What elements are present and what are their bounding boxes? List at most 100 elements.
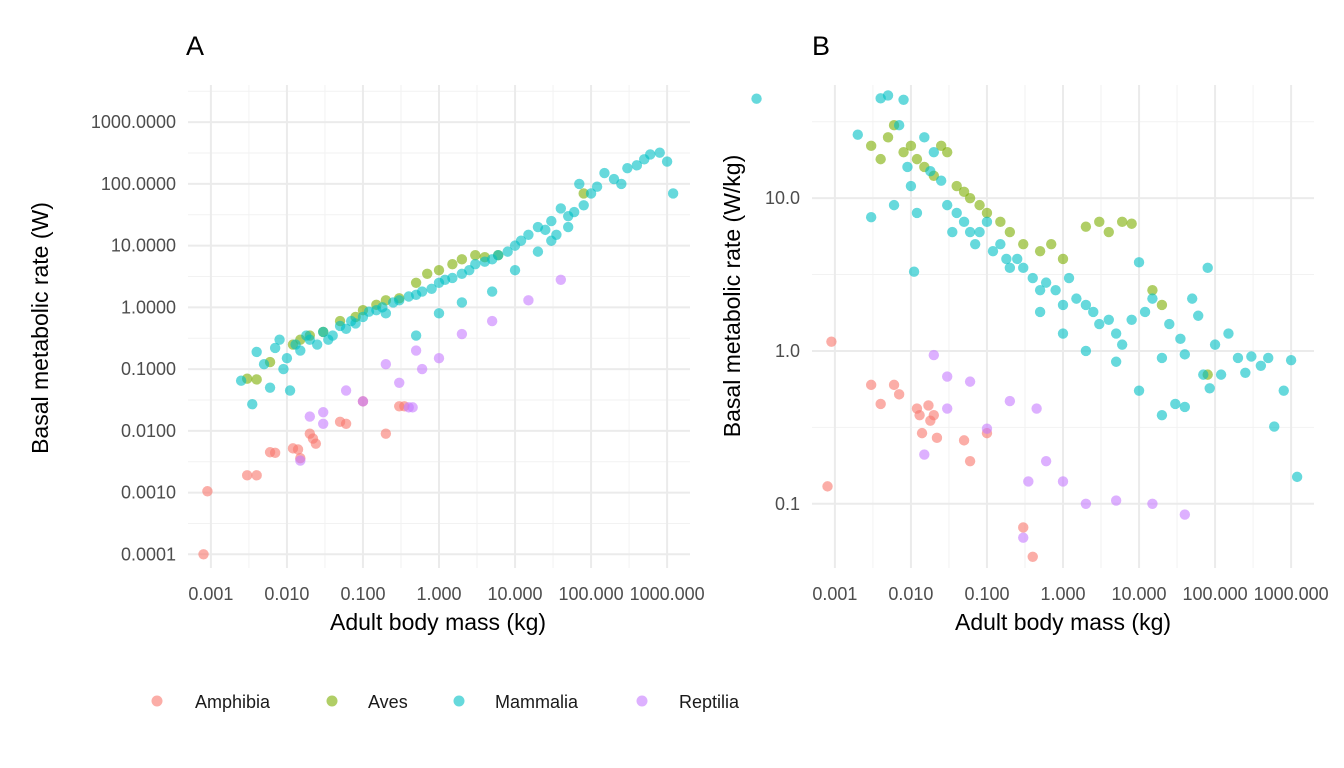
legend-key-mammalia (453, 695, 465, 707)
legend-key-aves (326, 695, 338, 707)
point-mammalia (1133, 385, 1145, 396)
x-tick-label: 1.000 (1040, 584, 1085, 604)
legend-label-amphibia: Amphibia (195, 692, 271, 712)
point-mammalia (278, 363, 289, 375)
point-reptilia (1179, 509, 1191, 520)
point-amphibia (931, 432, 943, 444)
point-mammalia (1080, 345, 1092, 357)
panel-a-points (198, 93, 762, 560)
y-tick-label: 0.0001 (121, 544, 176, 564)
point-mammalia (1263, 352, 1274, 364)
point-reptilia (416, 363, 428, 375)
point-mammalia (1094, 318, 1105, 330)
panel-b-x-axis-title: Adult body mass (kg) (955, 609, 1171, 635)
point-aves (898, 146, 909, 158)
point-reptilia (357, 396, 369, 407)
panel-b-y-axis-title: Basal metabolic rate (W/kg) (719, 155, 745, 437)
y-tick-label: 100.0000 (101, 174, 176, 194)
point-mammalia (654, 147, 665, 158)
point-mammalia (667, 188, 679, 199)
point-reptilia (523, 295, 534, 306)
point-mammalia (578, 200, 589, 211)
point-mammalia (1209, 339, 1221, 350)
point-amphibia (958, 435, 970, 446)
point-mammalia (433, 308, 445, 319)
point-mammalia (304, 334, 316, 345)
point-mammalia (898, 94, 909, 106)
point-mammalia (532, 246, 544, 257)
point-mammalia (1110, 328, 1122, 339)
point-mammalia (247, 399, 258, 410)
point-mammalia (1278, 385, 1289, 396)
point-mammalia (574, 178, 585, 190)
legend-item-amphibia: Amphibia (151, 692, 271, 712)
point-mammalia (447, 272, 458, 284)
point-amphibia (1018, 522, 1029, 533)
point-mammalia (1215, 369, 1227, 380)
panel-a-grid (188, 85, 690, 568)
point-mammalia (935, 175, 947, 186)
point-mammalia (865, 212, 877, 223)
point-mammalia (1126, 314, 1137, 325)
point-mammalia (235, 375, 247, 386)
x-tick-label: 100.000 (559, 584, 624, 604)
point-mammalia (1001, 253, 1012, 265)
legend-label-mammalia: Mammalia (495, 692, 579, 712)
point-mammalia (295, 345, 306, 356)
x-tick-label: 0.001 (812, 584, 857, 604)
point-mammalia (269, 342, 281, 354)
point-mammalia (1034, 306, 1046, 318)
legend: Amphibia Aves Mammalia Reptilia (151, 692, 740, 712)
point-mammalia (1071, 293, 1082, 304)
x-tick-label: 1.000 (416, 584, 461, 604)
point-aves (1018, 238, 1029, 250)
point-amphibia (822, 481, 833, 492)
panel-a-y-tick-labels: 0.0001 0.0010 0.0100 0.1000 1.0000 10.0000 100… (91, 112, 176, 564)
point-mammalia (1240, 367, 1251, 378)
point-mammalia (509, 265, 521, 276)
point-amphibia (380, 428, 392, 439)
point-mammalia (981, 216, 993, 228)
point-mammalia (546, 215, 557, 227)
point-mammalia (1018, 262, 1029, 274)
point-aves (1126, 218, 1137, 229)
legend-label-aves: Aves (368, 692, 408, 712)
point-mammalia (515, 235, 527, 246)
point-aves (964, 192, 976, 204)
point-mammalia (1027, 272, 1038, 284)
point-aves (1147, 284, 1158, 296)
point-mammalia (1179, 349, 1191, 360)
point-mammalia (1186, 293, 1198, 304)
point-amphibia (893, 389, 905, 400)
point-mammalia (380, 308, 392, 319)
point-mammalia (585, 188, 597, 199)
point-mammalia (1080, 299, 1092, 311)
point-mammalia (1110, 356, 1122, 367)
point-mammalia (1034, 284, 1046, 296)
point-mammalia (1170, 398, 1181, 410)
point-mammalia (1133, 257, 1145, 268)
point-aves (578, 188, 589, 199)
point-mammalia (1291, 471, 1303, 483)
point-mammalia (591, 181, 603, 192)
point-mammalia (928, 146, 940, 158)
point-mammalia (1057, 299, 1069, 311)
point-amphibia (269, 447, 281, 459)
point-mammalia (350, 318, 361, 329)
point-reptilia (394, 377, 405, 388)
point-mammalia (1269, 421, 1280, 432)
point-reptilia (942, 371, 953, 382)
panel-b-points (822, 90, 1303, 562)
point-mammalia (974, 226, 985, 238)
point-mammalia (251, 346, 262, 358)
point-aves (974, 199, 985, 211)
point-amphibia (826, 336, 837, 347)
point-mammalia (281, 353, 293, 364)
point-aves (1004, 226, 1016, 238)
point-reptilia (304, 411, 316, 422)
point-aves (422, 268, 433, 279)
point-mammalia (1164, 318, 1175, 330)
point-aves (942, 146, 953, 158)
point-aves (875, 153, 886, 165)
point-aves (1080, 221, 1092, 232)
